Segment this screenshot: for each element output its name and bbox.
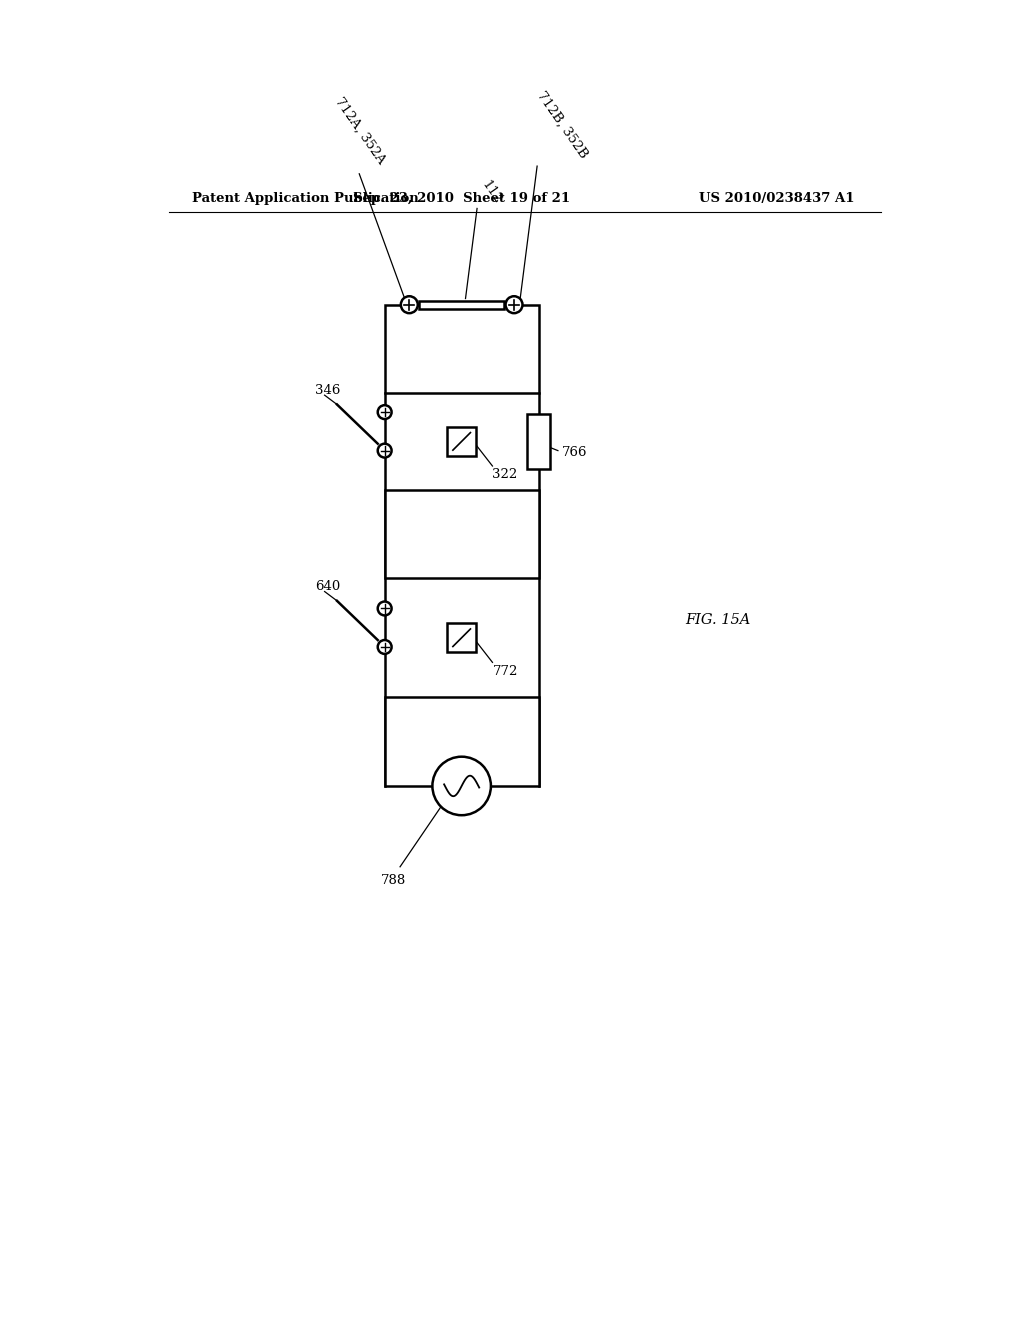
Circle shape — [378, 602, 391, 615]
Text: Sep. 23, 2010  Sheet 19 of 21: Sep. 23, 2010 Sheet 19 of 21 — [353, 191, 570, 205]
Text: 112: 112 — [479, 178, 505, 206]
Circle shape — [378, 405, 391, 418]
Text: 640: 640 — [315, 581, 341, 594]
Bar — [527, 413, 550, 469]
Bar — [385, 305, 539, 393]
Bar — [385, 697, 539, 785]
Bar — [447, 426, 476, 455]
Circle shape — [400, 296, 418, 313]
Bar — [447, 623, 476, 652]
Text: Patent Application Publication: Patent Application Publication — [193, 191, 419, 205]
Text: 322: 322 — [493, 469, 518, 482]
Circle shape — [378, 640, 391, 653]
Bar — [385, 490, 539, 578]
Circle shape — [506, 296, 522, 313]
Circle shape — [432, 756, 490, 816]
Text: 766: 766 — [562, 446, 587, 459]
Text: 712B, 352B: 712B, 352B — [535, 88, 591, 161]
Text: 772: 772 — [493, 665, 518, 677]
Circle shape — [378, 444, 391, 458]
Text: FIG. 15A: FIG. 15A — [685, 614, 751, 627]
Text: US 2010/0238437 A1: US 2010/0238437 A1 — [698, 191, 854, 205]
Text: 346: 346 — [315, 384, 341, 397]
Text: 788: 788 — [381, 875, 407, 887]
Text: 712A, 352A: 712A, 352A — [333, 95, 388, 166]
Bar — [419, 301, 504, 309]
